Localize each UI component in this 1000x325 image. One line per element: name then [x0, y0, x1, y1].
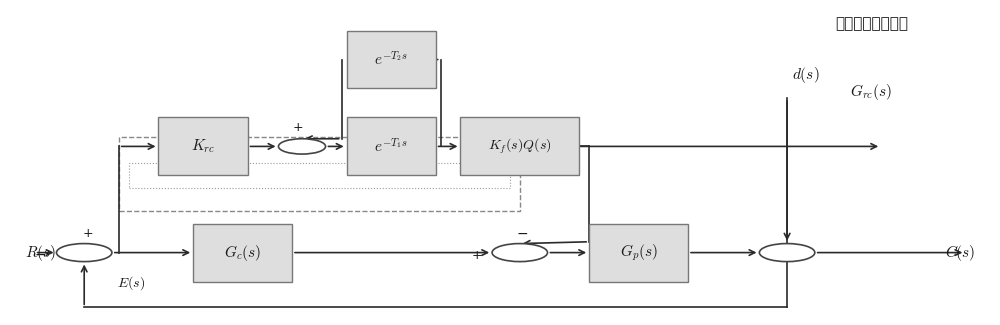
FancyBboxPatch shape [460, 117, 579, 176]
Text: $C(s)$: $C(s)$ [945, 242, 975, 263]
Text: $G_c(s)$: $G_c(s)$ [224, 242, 261, 263]
Text: +: + [293, 121, 303, 134]
Circle shape [759, 243, 815, 262]
Text: −: − [517, 227, 528, 240]
Text: $G_{rc}(s)$: $G_{rc}(s)$ [850, 82, 892, 102]
FancyBboxPatch shape [158, 117, 248, 176]
Text: $K_{rc}$: $K_{rc}$ [191, 137, 215, 155]
FancyBboxPatch shape [193, 224, 292, 281]
Text: $R(s)$: $R(s)$ [25, 242, 56, 263]
Text: +: + [472, 249, 482, 262]
FancyBboxPatch shape [347, 31, 436, 88]
Circle shape [56, 243, 112, 262]
Text: +: + [83, 227, 94, 240]
FancyBboxPatch shape [347, 117, 436, 176]
Text: 自适应重复控制器: 自适应重复控制器 [835, 17, 908, 32]
Text: $E(s)$: $E(s)$ [117, 275, 145, 292]
FancyBboxPatch shape [589, 224, 688, 281]
Circle shape [492, 243, 548, 262]
Text: $e^{-T_1s}$: $e^{-T_1s}$ [374, 137, 408, 155]
Text: $e^{-T_2s}$: $e^{-T_2s}$ [374, 50, 408, 69]
Circle shape [278, 139, 326, 154]
Text: $G_p(s)$: $G_p(s)$ [620, 242, 658, 263]
Text: −: − [35, 247, 47, 261]
Text: $K_f(s)Q(s)$: $K_f(s)Q(s)$ [488, 137, 552, 156]
Text: $d(s)$: $d(s)$ [792, 65, 820, 85]
